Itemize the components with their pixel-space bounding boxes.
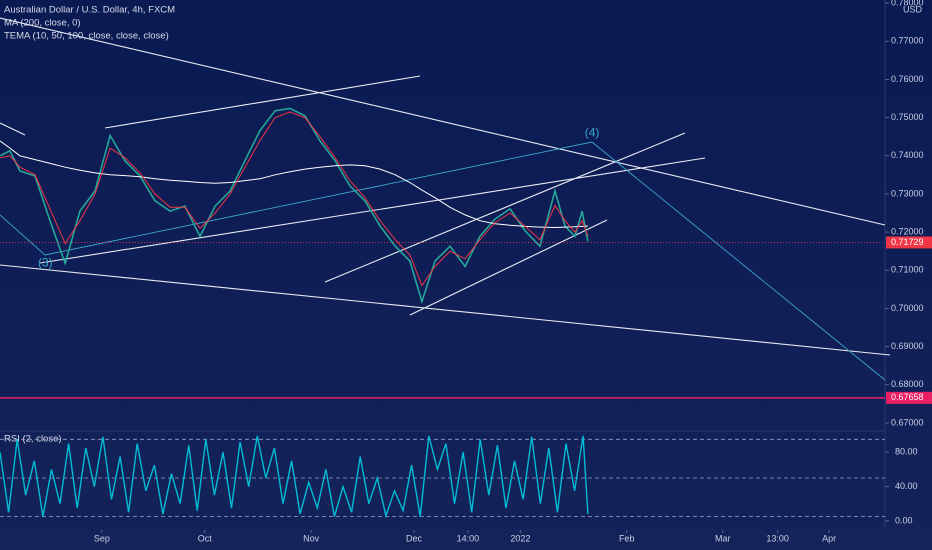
- price-badge: [886, 391, 932, 404]
- trend-lines: [0, 17, 891, 381]
- x-tick-label: 14:00: [457, 533, 480, 543]
- x-tick-label: Nov: [303, 533, 320, 543]
- y-tick-label: 0.72000: [891, 226, 924, 236]
- rsi-label: RSI (2, close): [4, 434, 62, 445]
- y-tick-label: 0.78000: [891, 0, 924, 7]
- price-line: [0, 107, 589, 305]
- x-tick-label: Mar: [715, 533, 731, 543]
- y-tick-label: 0.71000: [891, 265, 924, 275]
- indicator-line: [0, 140, 588, 229]
- annotation: (3): [38, 256, 53, 270]
- rsi-line: [0, 435, 589, 519]
- y-tick-label: 0.00: [895, 515, 913, 525]
- annotation: (4): [585, 125, 600, 139]
- x-tick-label: 2022: [510, 533, 530, 543]
- x-tick-label: 13:00: [766, 533, 789, 543]
- y-tick-label: 0.70000: [891, 303, 924, 313]
- trend-line: [0, 17, 886, 226]
- currency-label: USD: [903, 4, 923, 14]
- y-tick-label: 80.00: [895, 447, 918, 457]
- y-tick-label: 0.77000: [891, 36, 924, 46]
- legend-entry: TEMA (10, 50, 100, close, close, close): [4, 31, 169, 42]
- indicator-line: [0, 111, 589, 287]
- trend-line: [0, 264, 891, 356]
- x-tick-label: Oct: [198, 533, 213, 543]
- trend-line: [0, 122, 26, 136]
- price-badge-label: 0.71729: [891, 237, 924, 247]
- y-tick-label: 0.68000: [891, 379, 924, 389]
- x-tick-label: Dec: [406, 533, 423, 543]
- y-tick-label: 0.69000: [891, 341, 924, 351]
- trend-line: [39, 157, 706, 264]
- chart-title: Australian Dollar / U.S. Dollar, 4h, FXC…: [4, 5, 175, 16]
- x-tick-label: Feb: [619, 533, 635, 543]
- legend-entry: MA (200, close, 0): [4, 18, 81, 29]
- wave-line: [0, 141, 886, 381]
- y-tick-label: 0.74000: [891, 150, 924, 160]
- y-tick-label: 0.73000: [891, 188, 924, 198]
- trend-line: [104, 75, 421, 129]
- trend-line: [324, 132, 686, 283]
- y-tick-label: 40.00: [895, 481, 918, 491]
- y-tick-label: 0.67000: [891, 417, 924, 427]
- y-tick-label: 0.75000: [891, 112, 924, 122]
- x-tick-label: Apr: [822, 533, 836, 543]
- x-tick-label: Sep: [94, 533, 110, 543]
- price-badge: [886, 236, 932, 249]
- y-tick-label: 0.76000: [891, 74, 924, 84]
- price-badge-label: 0.67658: [891, 392, 924, 402]
